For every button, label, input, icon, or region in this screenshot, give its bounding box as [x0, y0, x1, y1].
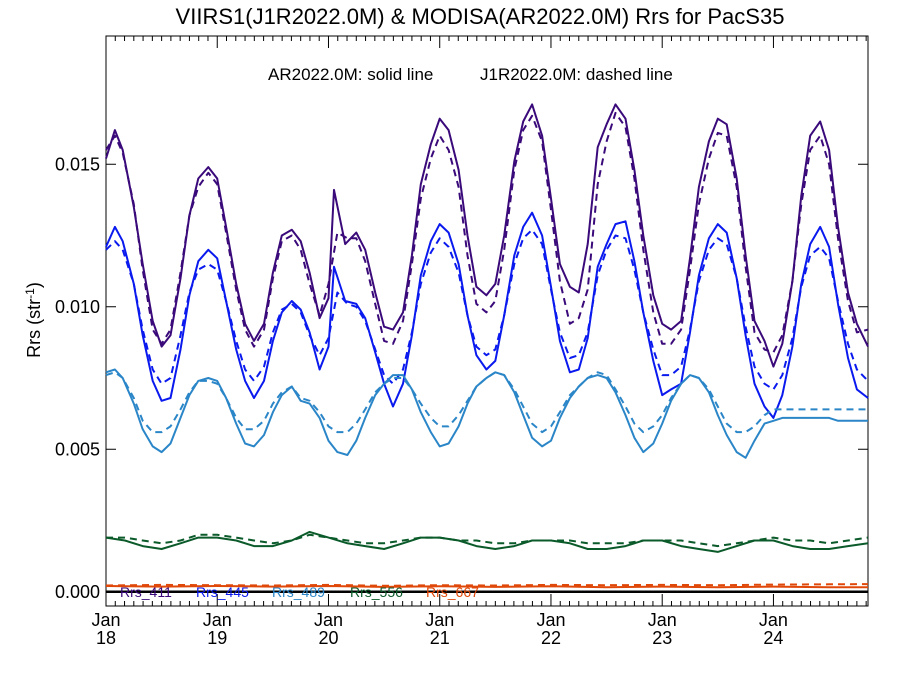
x-tick-month: Jan [314, 610, 343, 630]
x-tick-year: 20 [318, 628, 338, 648]
rrs-445-dashed-line [105, 228, 869, 391]
x-tick-month: Jan [425, 610, 454, 630]
note-dashed-line: J1R2022.0M: dashed line [480, 65, 673, 84]
note-solid-line: AR2022.0M: solid line [268, 65, 433, 84]
x-tick-month: Jan [536, 610, 565, 630]
x-tick-year: 19 [207, 628, 227, 648]
chart-title: VIIRS1(J1R2022.0M) & MODISA(AR2022.0M) R… [176, 4, 785, 29]
legend-entry: Rrs_667 [426, 584, 479, 600]
y-axis-label: Rrs (str-1) [23, 282, 44, 358]
rrs-667-dashed-line [105, 583, 869, 587]
legend-entry: Rrs_411 [120, 584, 172, 600]
rrs-556-solid-line [105, 530, 869, 553]
legend-entry: Rrs_556 [350, 584, 403, 600]
x-tick-year: 21 [430, 628, 450, 648]
x-tick-month: Jan [91, 610, 120, 630]
legend-entry: Rrs_445 [196, 584, 249, 600]
y-axis-ticks: 0.000 0.005 0.010 0.015 [55, 154, 868, 602]
rrs-667-solid-line [105, 585, 868, 589]
rrs-489-dashed-line [105, 371, 868, 434]
x-tick-year: 22 [541, 628, 561, 648]
x-tick-year: 23 [652, 628, 672, 648]
y-tick-label: 0.005 [55, 439, 100, 459]
rrs-556-dashed-line [106, 533, 869, 548]
legend-entry: Rrs_489 [272, 584, 325, 600]
x-tick-month: Jan [759, 610, 788, 630]
y-tick-label: 0.010 [55, 297, 100, 317]
x-tick-month: Jan [648, 610, 677, 630]
y-tick-label: 0.015 [55, 154, 100, 174]
x-tick-year: 18 [96, 628, 116, 648]
rrs-411-dashed-line [105, 111, 869, 354]
rrs-489-solid-line [105, 368, 868, 459]
plot-frame [105, 35, 869, 607]
legend: Rrs_411 Rrs_445 Rrs_489 Rrs_556 Rrs_667 [120, 584, 479, 600]
x-tick-month: Jan [203, 610, 232, 630]
x-tick-year: 24 [763, 628, 783, 648]
series-lines [105, 103, 869, 589]
y-tick-label: 0.000 [55, 582, 100, 602]
